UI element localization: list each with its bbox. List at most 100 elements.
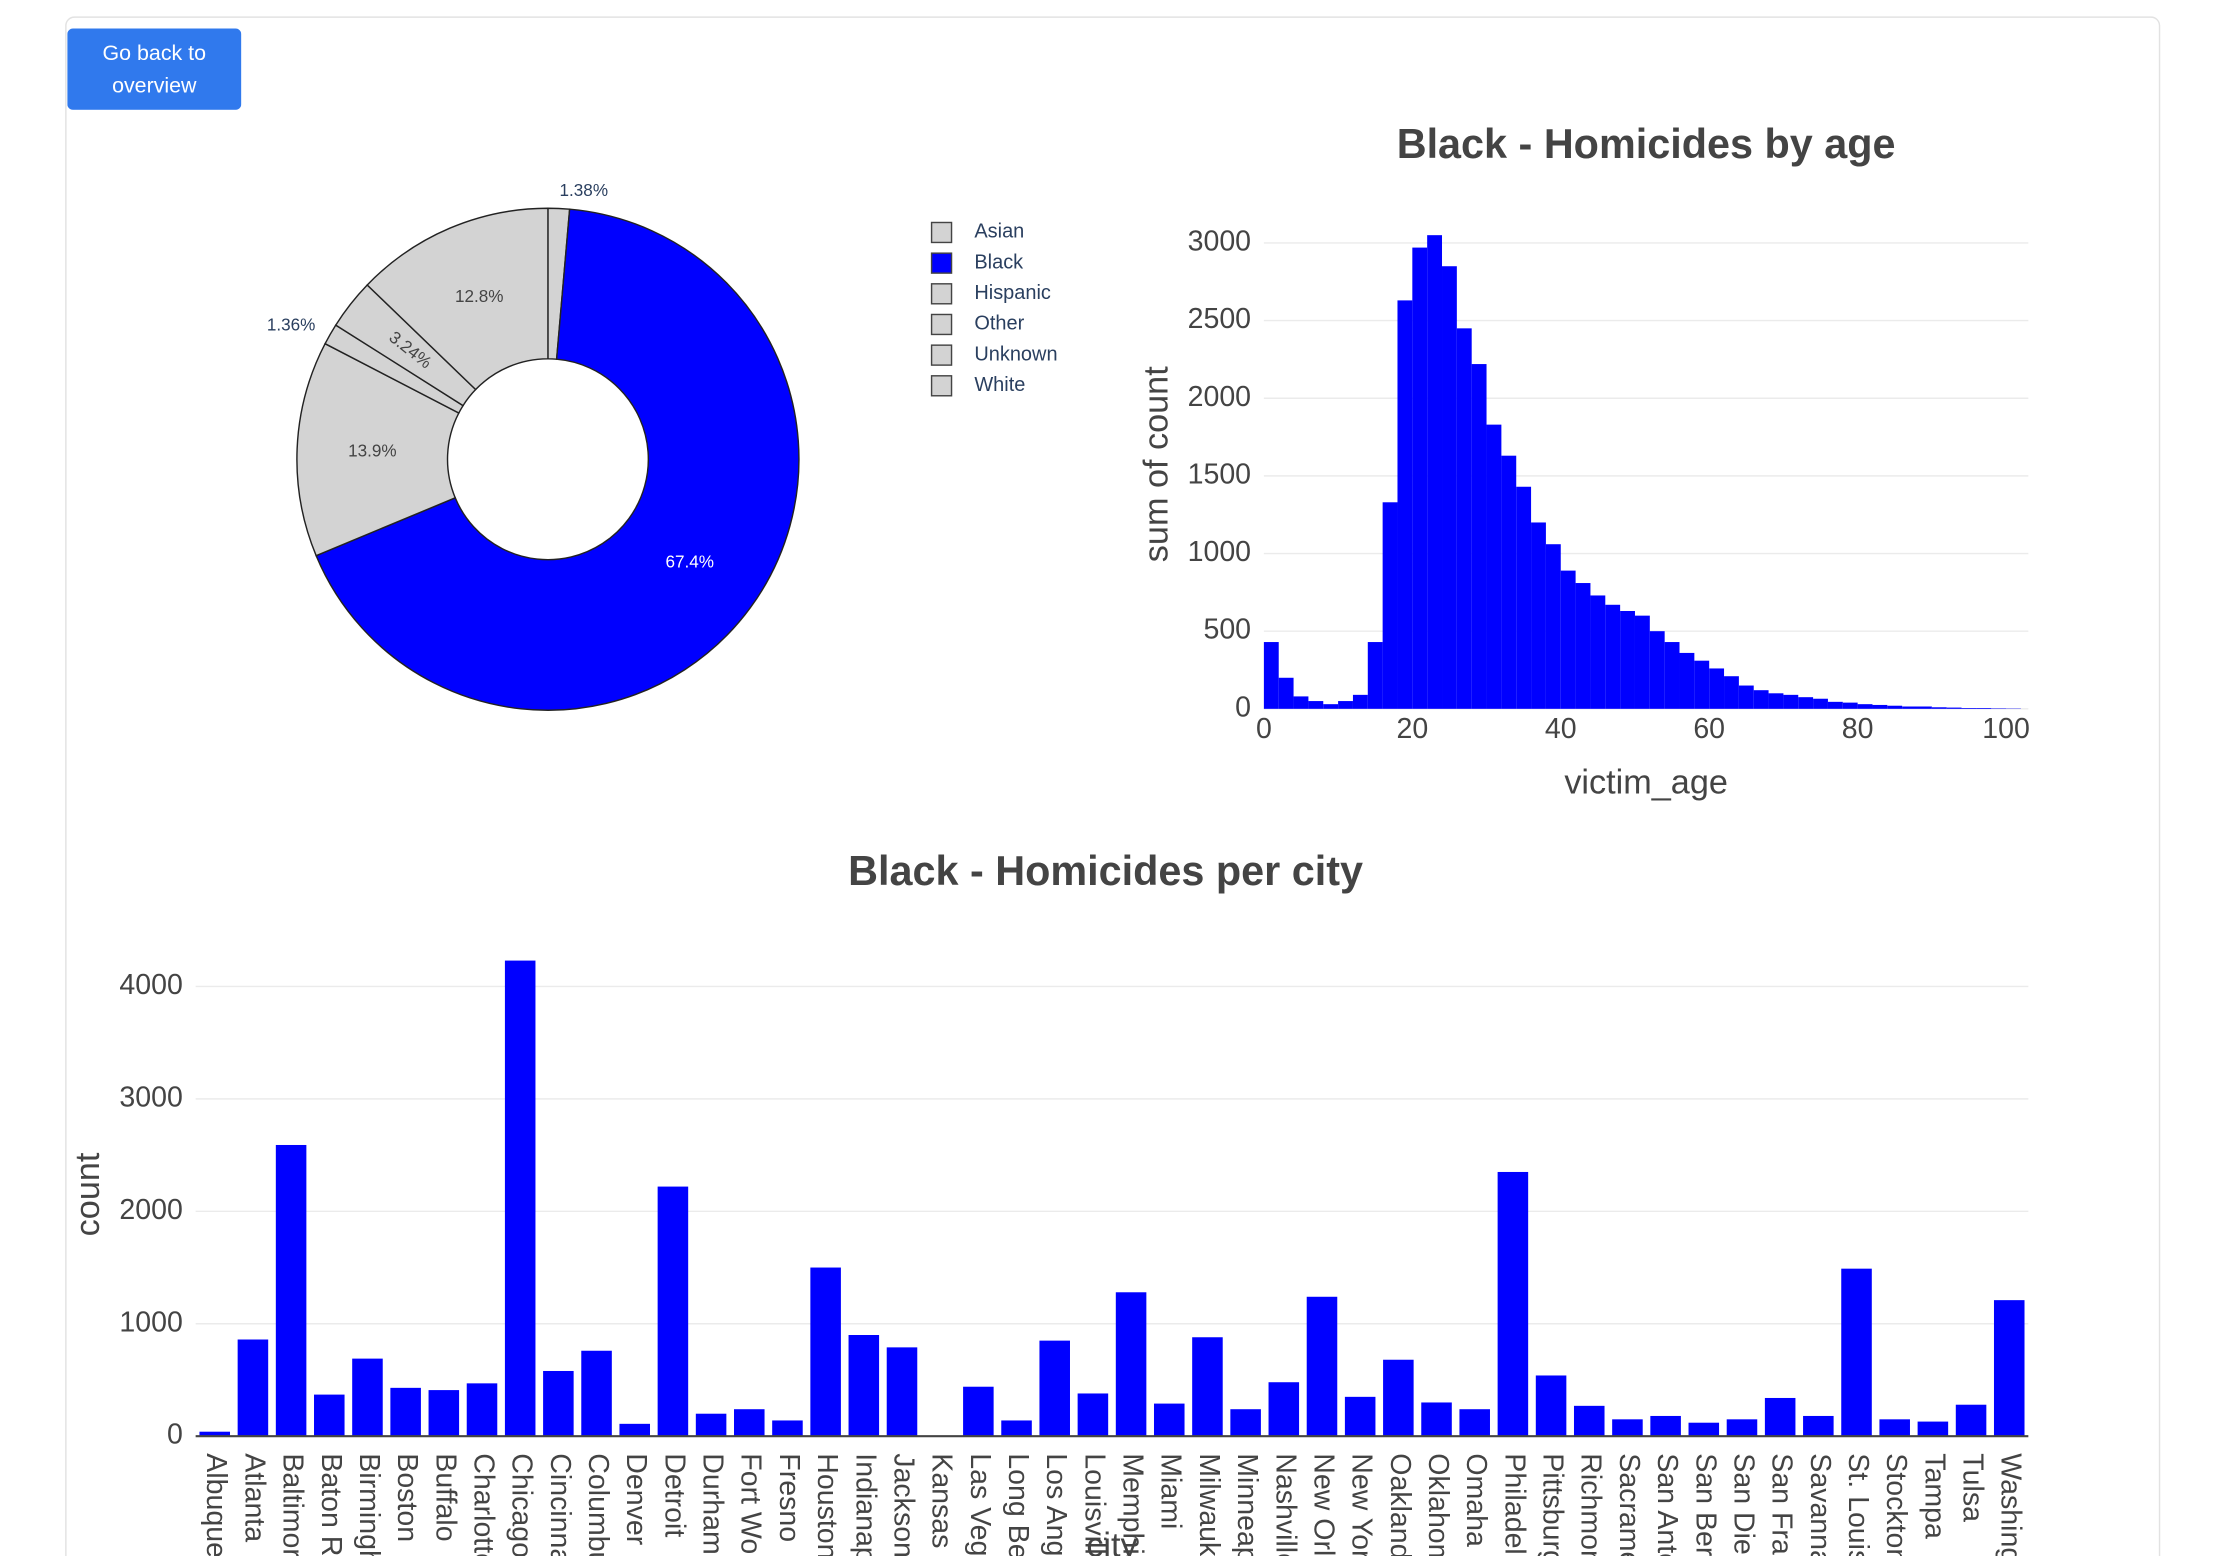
x-tick-label: Pittsburgh — [1537, 1453, 1569, 1556]
x-tick-label: New York — [1346, 1453, 1378, 1556]
x-tick-label: Indianapolis — [849, 1453, 881, 1556]
bar — [1574, 1406, 1605, 1436]
x-tick-label: Richmond — [1575, 1453, 1607, 1556]
x-tick-label: Buffalo — [429, 1453, 461, 1541]
bar — [1536, 1375, 1567, 1436]
histogram-bar — [1383, 502, 1398, 709]
legend-swatch — [932, 253, 952, 273]
button-holder: Go back to overview — [67, 29, 241, 110]
chart-title: Black - Homicides per city — [848, 848, 1363, 894]
bar — [658, 1187, 689, 1437]
bar — [1154, 1404, 1185, 1437]
bar — [734, 1409, 765, 1436]
legend-label: Other — [974, 313, 1024, 335]
bar — [1918, 1422, 1949, 1437]
x-tick-label: San Francisco — [1766, 1453, 1798, 1556]
bar — [238, 1340, 269, 1437]
legend-label: Asian — [974, 221, 1024, 243]
histogram-bar — [1976, 708, 1991, 709]
x-tick-label: Nashville — [1269, 1453, 1301, 1556]
histogram-bar — [1516, 487, 1531, 709]
bar — [849, 1335, 880, 1436]
x-tick-label: Oklahoma City — [1422, 1453, 1454, 1556]
bar — [314, 1395, 345, 1437]
legend-swatch — [932, 314, 952, 334]
x-tick-label: Detroit — [658, 1453, 690, 1537]
y-tick-label: 2000 — [1188, 381, 1251, 413]
y-tick-label: 4000 — [119, 969, 182, 1001]
x-tick-label: Philadelphia — [1498, 1453, 1530, 1556]
histogram-bar — [1962, 708, 1977, 709]
y-tick-label: 3000 — [1188, 225, 1251, 257]
histogram-bar — [1947, 708, 1962, 709]
histogram-bar — [1457, 328, 1472, 708]
bar — [1269, 1382, 1300, 1436]
x-tick-label: Chicago — [506, 1453, 538, 1556]
y-axis-title: sum of count — [1137, 366, 1175, 562]
x-tick-label: Durham — [697, 1453, 729, 1554]
bar — [543, 1371, 574, 1436]
histogram-bar — [1813, 699, 1828, 709]
bar — [276, 1145, 307, 1436]
x-tick-label: Cincinnati — [544, 1453, 576, 1556]
histogram-bar — [1709, 668, 1724, 708]
histogram-bar — [1576, 583, 1591, 709]
x-tick-label: Charlotte — [467, 1453, 499, 1556]
histogram-bar — [1917, 706, 1932, 708]
y-tick-label: 1500 — [1188, 458, 1251, 490]
back-button[interactable]: Go back to overview — [67, 29, 241, 110]
histogram-bar — [1887, 706, 1902, 709]
x-tick-label: Minneapolis — [1231, 1453, 1263, 1556]
x-tick-label: Baltimore — [277, 1453, 309, 1556]
x-tick-label: Jacksonville — [887, 1453, 919, 1556]
bar — [467, 1383, 498, 1436]
histogram-bar — [1590, 595, 1605, 708]
slice-label: 1.36% — [267, 315, 316, 334]
x-tick-label: Denver — [620, 1453, 652, 1545]
y-tick-label: 1000 — [119, 1306, 182, 1338]
x-axis-title: victim_age — [1564, 763, 1728, 801]
histogram-bar — [1769, 693, 1784, 709]
histogram-bar — [1308, 701, 1323, 709]
x-tick-label: Oakland — [1384, 1453, 1416, 1556]
histogram-bar — [1338, 701, 1353, 709]
histogram-bar — [1279, 678, 1294, 709]
legend-swatch — [932, 376, 952, 396]
bar — [390, 1388, 421, 1436]
histogram-bar — [1828, 702, 1843, 709]
x-tick-label: Kansas City — [926, 1453, 958, 1556]
x-tick-label: San Bernardino — [1689, 1453, 1721, 1556]
x-tick-label: Las Vegas — [964, 1453, 996, 1556]
x-tick-label: 0 — [1256, 713, 1272, 745]
x-tick-label: Houston — [811, 1453, 843, 1556]
histogram-bar — [1783, 695, 1798, 709]
histogram-bar — [1620, 611, 1635, 709]
bar — [1345, 1397, 1376, 1436]
x-tick-label: 20 — [1396, 713, 1428, 745]
bar — [505, 961, 536, 1437]
bar — [1307, 1297, 1338, 1436]
legend-label: Hispanic — [974, 282, 1051, 304]
bar — [581, 1351, 612, 1436]
histogram-bar — [1427, 235, 1442, 709]
bar — [1956, 1405, 1987, 1436]
x-tick-label: Sacramento — [1613, 1453, 1645, 1556]
bar — [1803, 1416, 1834, 1436]
slice-label: 12.8% — [455, 287, 504, 306]
bar — [1421, 1402, 1452, 1436]
histogram-bar — [1680, 653, 1695, 709]
bar — [1727, 1419, 1758, 1436]
x-tick-label: Los Angeles — [1040, 1453, 1072, 1556]
x-tick-label: Birmingham — [353, 1453, 385, 1556]
bar — [1841, 1269, 1872, 1437]
bar — [1650, 1416, 1681, 1436]
histogram-bar — [1665, 642, 1680, 709]
x-axis-title: city — [1086, 1526, 1138, 1556]
bar — [619, 1424, 650, 1436]
histogram-bar — [1561, 571, 1576, 709]
histogram-bar — [1442, 266, 1457, 709]
y-tick-label: 500 — [1203, 614, 1251, 646]
bar — [887, 1347, 918, 1436]
histogram-bar — [1872, 705, 1887, 709]
